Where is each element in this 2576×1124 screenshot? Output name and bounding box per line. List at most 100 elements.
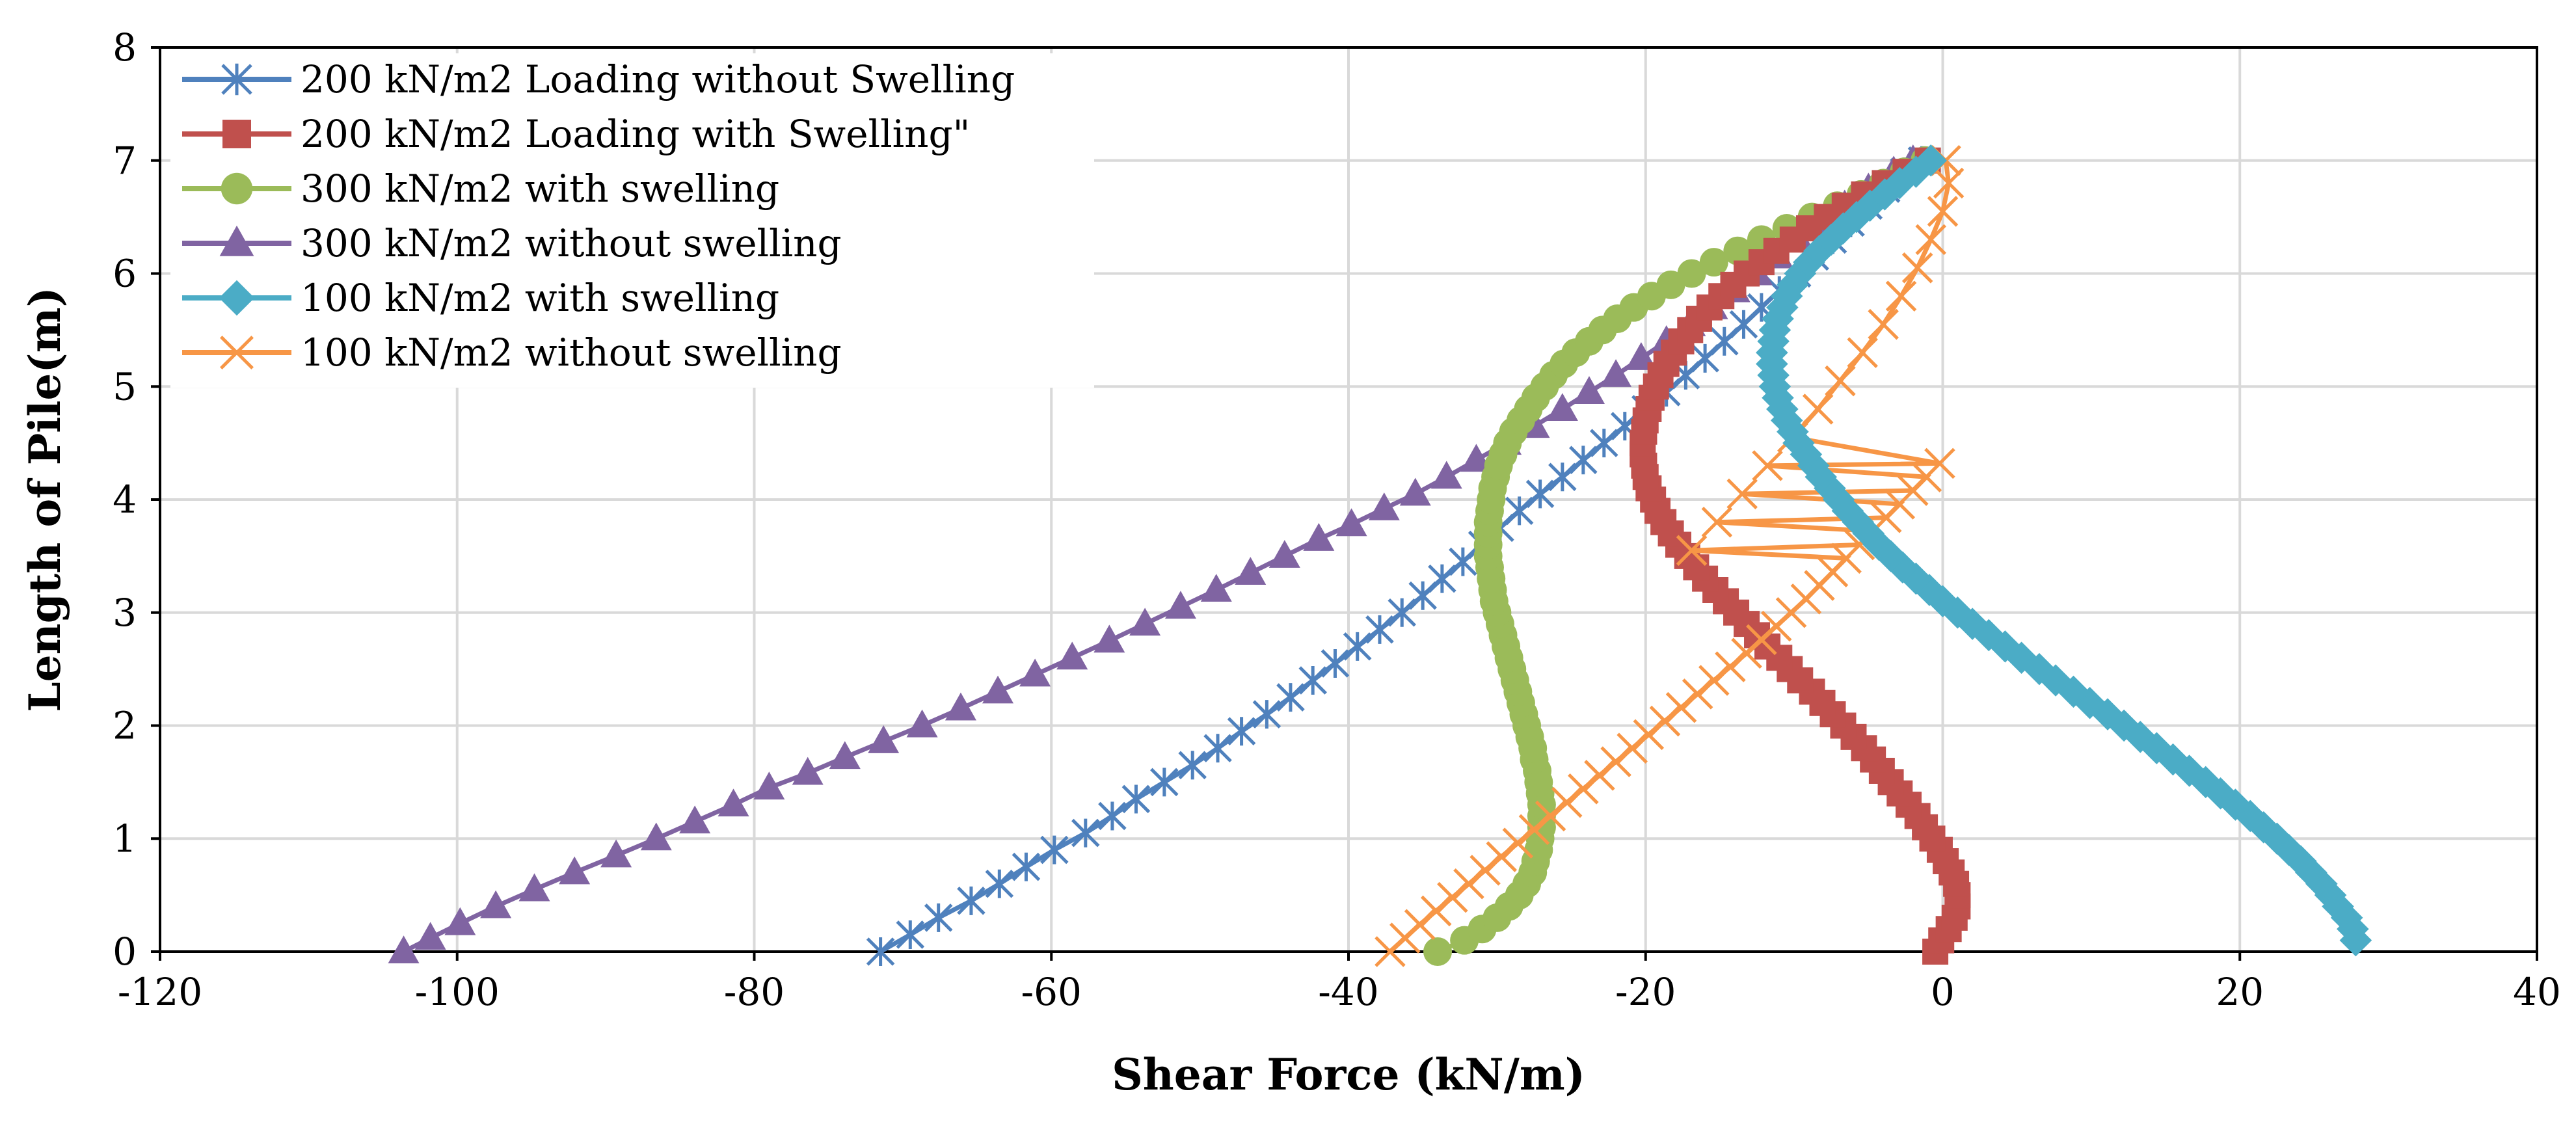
data-point <box>1927 196 1959 227</box>
x-tick-label: 40 <box>2513 970 2561 1014</box>
data-point <box>480 890 512 918</box>
data-point <box>1071 818 1100 848</box>
legend-marker <box>221 63 252 96</box>
legend-marker <box>219 225 254 256</box>
data-point <box>1782 427 1815 459</box>
legend: 200 kN/m2 Loading without Swelling 200 kN… <box>170 53 1094 388</box>
data-point <box>600 839 632 868</box>
data-point <box>1569 446 1598 475</box>
data-point <box>2108 709 2140 742</box>
data-point <box>1822 483 1855 516</box>
data-point <box>1874 540 1907 572</box>
data-point <box>1121 784 1151 814</box>
data-point <box>1428 564 1456 593</box>
data-point <box>1453 868 1484 900</box>
data-point <box>2140 732 2173 765</box>
data-point <box>1056 641 1088 670</box>
data-point <box>1449 547 1477 576</box>
data-point <box>2295 856 2328 889</box>
data-point <box>1682 678 1713 710</box>
data-point <box>906 709 938 738</box>
legend-label: 200 kN/m2 Loading without Swelling <box>301 57 1015 101</box>
legend-background <box>170 53 1094 388</box>
data-point <box>1525 479 1555 509</box>
data-point <box>1164 591 1196 619</box>
data-point <box>1129 608 1161 636</box>
data-point <box>1019 658 1051 687</box>
data-point <box>1150 768 1179 797</box>
data-point <box>1298 666 1327 695</box>
data-point <box>1770 280 1803 313</box>
data-point <box>1200 574 1232 602</box>
y-tick-label: 2 <box>113 704 137 748</box>
series-6 <box>1375 144 1965 967</box>
data-point <box>2057 675 2090 708</box>
data-point <box>2219 788 2252 821</box>
x-tick-label: 20 <box>2216 970 2264 1014</box>
series-3 <box>1423 146 1940 966</box>
y-tick-label: 4 <box>113 477 137 522</box>
data-point <box>2330 902 2363 934</box>
data-point <box>679 805 711 834</box>
data-point <box>1899 155 1933 188</box>
x-tick-label: -60 <box>1021 970 1082 1014</box>
data-point <box>1941 596 1974 629</box>
y-tick-label: 5 <box>113 364 137 408</box>
x-tick-label: -80 <box>724 970 785 1014</box>
x-tick-label: -120 <box>118 970 202 1014</box>
x-tick-label: -40 <box>1318 970 1378 1014</box>
data-point <box>1203 734 1232 763</box>
data-point <box>1012 852 1041 881</box>
legend-label: 300 kN/m2 with swelling <box>301 167 779 211</box>
data-point <box>1956 608 1989 640</box>
data-point <box>1548 462 1577 492</box>
data-point <box>2005 641 2038 675</box>
data-point <box>866 937 895 966</box>
data-point <box>792 756 824 785</box>
legend-marker <box>219 280 255 316</box>
y-tick-label: 0 <box>113 930 137 974</box>
data-point <box>1677 259 1706 288</box>
data-point <box>1303 523 1335 551</box>
data-point <box>1633 719 1665 751</box>
series-5 <box>1756 144 2372 957</box>
data-point <box>1098 801 1127 831</box>
x-axis-title: Shear Force (kN/m) <box>1112 1049 1585 1100</box>
data-point <box>1914 144 1948 177</box>
data-point <box>1430 461 1462 489</box>
data-point <box>1388 598 1416 627</box>
data-point <box>1404 909 1436 941</box>
data-point <box>1518 814 1550 846</box>
data-point <box>945 692 976 721</box>
legend-marker <box>221 172 253 205</box>
data-point <box>1408 581 1437 610</box>
data-point <box>1972 619 2006 652</box>
data-point <box>1276 683 1305 712</box>
data-point <box>2091 698 2124 730</box>
data-point <box>753 771 785 800</box>
y-tick-label: 3 <box>113 591 137 635</box>
data-point <box>1885 280 1917 312</box>
legend-label: 100 kN/m2 without swelling <box>301 330 842 375</box>
data-point <box>718 788 749 817</box>
y-axis-title: Length of Pile(m) <box>20 287 70 712</box>
data-point <box>1915 224 1946 256</box>
y-tick-label: 6 <box>113 252 137 296</box>
y-tick-label: 8 <box>113 25 137 70</box>
data-point <box>640 822 672 851</box>
data-point <box>1676 535 1708 566</box>
data-point <box>1805 461 1838 494</box>
data-point <box>1437 881 1468 913</box>
data-point <box>1551 786 1583 818</box>
data-point <box>1701 506 1733 538</box>
data-point <box>982 675 1014 704</box>
data-point <box>1178 751 1207 780</box>
data-point <box>1335 508 1367 537</box>
data-point <box>1502 827 1534 859</box>
data-point <box>2204 777 2237 810</box>
data-point <box>1617 732 1648 764</box>
data-point <box>1699 248 1728 277</box>
legend-marker <box>222 120 251 148</box>
data-point <box>1600 746 1631 777</box>
